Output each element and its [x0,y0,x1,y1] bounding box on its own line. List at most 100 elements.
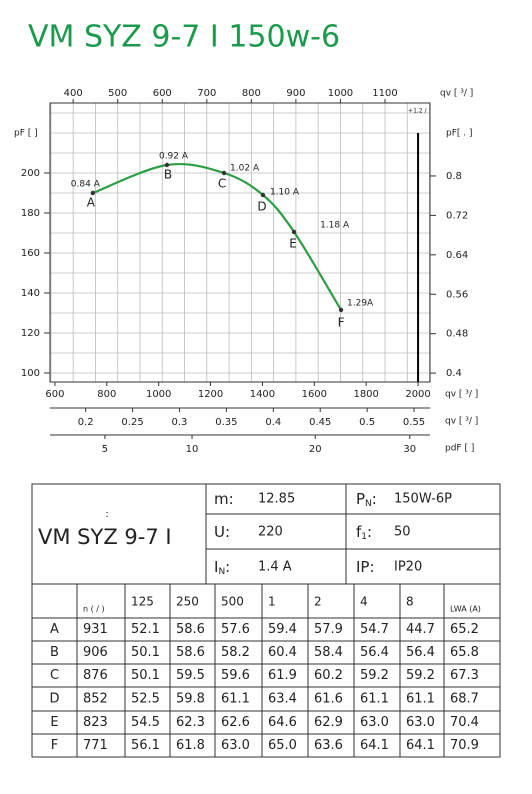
table-cell: 61.9 [268,668,297,683]
table-cell: 64.6 [268,715,297,730]
header-cell: n ( / ) [83,605,105,614]
point-label: B [164,168,172,182]
table-cell: D [49,692,59,707]
tick-label: 20 [309,444,322,455]
point [338,307,344,313]
header-cell: 125 [131,595,154,609]
table-cell: 56.4 [406,645,435,660]
tick-label: 1000 [328,88,353,99]
plot-frame [49,102,431,383]
annotation: 1.02 A [230,164,260,174]
point [221,170,227,176]
annotation: 0.84 A [71,180,101,190]
tick-label: 700 [197,88,216,99]
name-note: : [105,509,108,520]
table-cell: B [50,645,59,660]
table-cell: 63.0 [360,715,389,730]
table-cell: 852 [83,692,108,707]
tick-label: 0.2 [78,417,94,428]
table-cell: 60.4 [268,645,297,660]
tick-label: 0.35 [215,417,237,428]
tick-label: 0.25 [121,417,143,428]
table-cell: 906 [83,645,108,660]
point [164,162,170,168]
tick-label: 0.64 [446,250,468,261]
table-cell: 58.6 [176,622,205,637]
title: VM SYZ 9-7 I 150w-6 [28,20,340,55]
table-cell: 61.1 [221,692,250,707]
tick-label: 400 [64,88,83,99]
table-cell: F [51,738,58,753]
table-cell: 771 [83,738,108,753]
table-cell: 60.2 [314,668,343,683]
tick-label: 0.4 [265,417,281,428]
tick-label: 2000 [405,389,430,400]
spec-symbol: IP [356,558,369,576]
tick-label: 1800 [353,389,378,400]
table-cell: 59.2 [360,668,389,683]
spec-sub: N [218,567,225,577]
table-cell: 56.1 [131,738,160,753]
header-cell: 500 [221,595,244,609]
table-cell: 57.6 [221,622,250,637]
tick-label: 5 [102,444,108,455]
table-cell: 61.1 [360,692,389,707]
point-label: E [289,237,297,251]
tick-label: 0.55 [403,417,425,428]
axis-label: pF [ ] [14,129,38,139]
spec-colon: : [225,523,230,541]
tick-label: 1000 [146,389,171,400]
table-cell: 62.9 [314,715,343,730]
spec-value: 50 [394,525,411,540]
table-cell: 58.6 [176,645,205,660]
tick-label: 140 [21,288,40,299]
table-cell: 67.3 [450,668,479,683]
annotation: 0.92 A [159,152,189,162]
table-cell: 65.2 [450,622,479,637]
spec-label: IN: [214,558,230,577]
axis-label: pF[ . ] [446,129,473,139]
spec-colon: : [225,558,230,576]
table-cell: 63.4 [268,692,297,707]
table-cell: 63.6 [314,738,343,753]
table-cell: 876 [83,668,108,683]
tick-label: 800 [97,389,116,400]
axis-label: qv [ ³/ ] [445,390,478,400]
spec-colon: : [367,523,372,541]
spec-value: 220 [258,525,283,540]
tick-label: 30 [403,444,416,455]
point-label: C [218,177,226,191]
tick-label: 10 [186,444,199,455]
spec-value: 150W-6P [394,492,452,507]
table-cell: 54.5 [131,715,160,730]
tick-label: 0.4 [446,368,462,379]
tick-label: 500 [108,88,127,99]
tick-label: 0.56 [446,289,468,300]
tick-label: 900 [286,88,305,99]
table-cell: 59.5 [176,668,205,683]
spec-symbol: U [214,523,225,541]
spec-colon: : [229,490,234,508]
table-cell: 63.0 [221,738,250,753]
annotation: 1.18 A [320,221,350,231]
spec-symbol: f [356,523,362,541]
spec-label: f1: [356,523,372,542]
spec-symbol: I [214,558,218,576]
table-cell: 59.8 [176,692,205,707]
point-label: D [257,200,266,214]
axis-label: qv [ ³/ ] [440,89,473,99]
spec-value: IP20 [394,560,422,575]
tick-label: 0.3 [172,417,188,428]
table-cell: 57.9 [314,622,343,637]
tick-label: 0.72 [446,210,468,221]
tick-label: 0.45 [309,417,331,428]
table-cell: C [50,668,59,683]
header-cell: 250 [176,595,199,609]
curve [92,163,342,311]
table-cell: 70.4 [450,715,479,730]
tick-label: 800 [242,88,261,99]
tick-label: 160 [21,248,40,259]
spec-colon: : [369,558,374,576]
table-cell: E [50,715,58,730]
